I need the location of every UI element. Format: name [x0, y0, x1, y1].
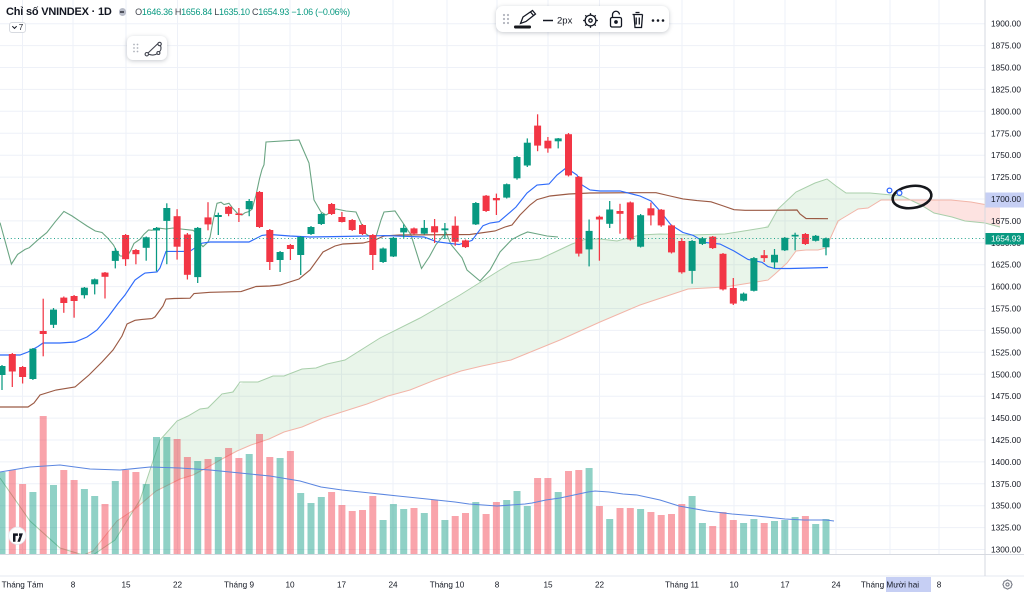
svg-text:1700.00: 1700.00 — [991, 194, 1021, 204]
svg-text:1325.00: 1325.00 — [991, 523, 1021, 533]
svg-text:Tháng 9: Tháng 9 — [224, 581, 254, 590]
svg-text:1500.00: 1500.00 — [991, 369, 1021, 379]
svg-text:17: 17 — [780, 581, 790, 590]
svg-text:Tháng 11: Tháng 11 — [665, 581, 699, 590]
svg-text:1654.93: 1654.93 — [991, 234, 1021, 244]
svg-text:1300.00: 1300.00 — [991, 545, 1021, 555]
svg-text:1375.00: 1375.00 — [991, 479, 1021, 489]
svg-text:15: 15 — [543, 581, 553, 590]
svg-text:1550.00: 1550.00 — [991, 325, 1021, 335]
svg-text:1450.00: 1450.00 — [991, 413, 1021, 423]
svg-text:1825.00: 1825.00 — [991, 84, 1021, 94]
svg-text:10: 10 — [285, 581, 295, 590]
svg-text:1775.00: 1775.00 — [991, 128, 1021, 138]
svg-text:1350.00: 1350.00 — [991, 501, 1021, 511]
svg-text:17: 17 — [337, 581, 347, 590]
svg-text:8: 8 — [937, 581, 942, 590]
svg-text:2px: 2px — [557, 16, 573, 27]
svg-text:1850.00: 1850.00 — [991, 63, 1021, 73]
svg-text:Tháng Mười hai: Tháng Mười hai — [861, 581, 919, 590]
svg-text:8: 8 — [495, 581, 500, 590]
svg-text:Tháng Tám: Tháng Tám — [2, 581, 44, 590]
svg-text:Tháng 10: Tháng 10 — [430, 581, 465, 590]
svg-text:1575.00: 1575.00 — [991, 304, 1021, 314]
svg-text:1425.00: 1425.00 — [991, 435, 1021, 445]
svg-text:8: 8 — [71, 581, 76, 590]
svg-text:22: 22 — [595, 581, 605, 590]
svg-text:24: 24 — [831, 581, 841, 590]
svg-text:1750.00: 1750.00 — [991, 150, 1021, 160]
svg-text:1875.00: 1875.00 — [991, 41, 1021, 51]
svg-text:24: 24 — [388, 581, 398, 590]
svg-text:1475.00: 1475.00 — [991, 391, 1021, 401]
svg-text:10: 10 — [729, 581, 739, 590]
svg-text:22: 22 — [173, 581, 183, 590]
svg-text:1525.00: 1525.00 — [991, 347, 1021, 357]
svg-text:1400.00: 1400.00 — [991, 457, 1021, 467]
svg-text:1625.00: 1625.00 — [991, 260, 1021, 270]
svg-text:1725.00: 1725.00 — [991, 172, 1021, 182]
svg-text:15: 15 — [121, 581, 131, 590]
svg-text:1800.00: 1800.00 — [991, 106, 1021, 116]
svg-text:1600.00: 1600.00 — [991, 282, 1021, 292]
svg-text:1675.00: 1675.00 — [991, 216, 1021, 226]
svg-text:1900.00: 1900.00 — [991, 19, 1021, 29]
